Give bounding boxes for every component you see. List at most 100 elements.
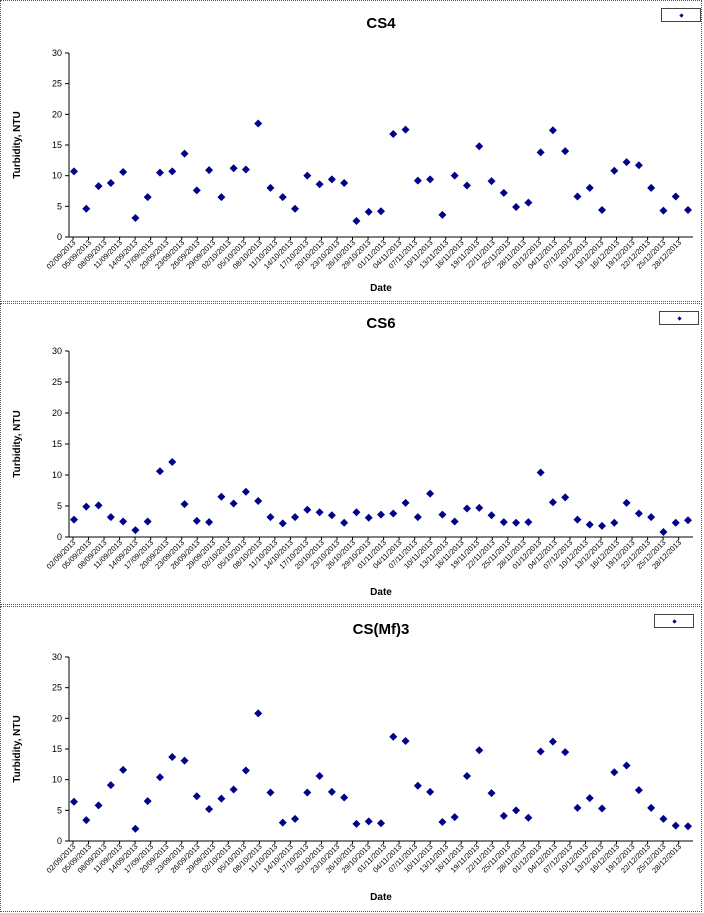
- data-point: [450, 171, 459, 180]
- data-point: [155, 773, 164, 782]
- data-point: [340, 518, 349, 527]
- data-point: [155, 168, 164, 177]
- data-point: [561, 748, 570, 757]
- data-point: [364, 207, 373, 216]
- data-point: [155, 467, 164, 476]
- data-point: [303, 505, 312, 514]
- data-point: [512, 518, 521, 527]
- data-point: [180, 500, 189, 509]
- data-point: [94, 801, 103, 810]
- data-point: [426, 175, 435, 184]
- x-axis-label: Date: [370, 283, 392, 294]
- y-tick-label: 15: [52, 744, 62, 754]
- data-point: [168, 752, 177, 761]
- x-axis-label: Date: [370, 892, 392, 903]
- data-point: [266, 183, 275, 192]
- data-point: [70, 797, 78, 806]
- data-point: [254, 119, 263, 128]
- data-point: [229, 499, 238, 508]
- data-point: [106, 513, 115, 522]
- data-point: [622, 761, 631, 770]
- data-point: [659, 528, 668, 537]
- data-point: [131, 824, 140, 833]
- data-point: [303, 788, 312, 797]
- y-tick-label: 30: [52, 346, 62, 356]
- data-point: [377, 819, 385, 828]
- data-point: [70, 167, 78, 176]
- data-point: [291, 513, 300, 522]
- data-point: [499, 188, 508, 197]
- data-point: [659, 206, 668, 215]
- data-point: [143, 193, 152, 202]
- data-point: [168, 167, 177, 176]
- data-point: [634, 161, 643, 170]
- y-tick-label: 10: [52, 470, 62, 480]
- data-point: [684, 206, 692, 215]
- chart-title: CS4: [366, 15, 396, 32]
- data-point: [278, 818, 287, 827]
- data-point: [217, 794, 226, 803]
- data-point: [205, 166, 214, 175]
- data-point: [561, 493, 570, 502]
- data-point: [192, 792, 201, 801]
- data-point: [266, 513, 275, 522]
- data-point: [413, 176, 422, 185]
- data-point: [340, 179, 349, 188]
- legend-box: [661, 8, 701, 22]
- data-point: [364, 817, 373, 826]
- data-point: [217, 193, 226, 202]
- data-point: [475, 142, 484, 151]
- data-point: [426, 489, 435, 498]
- data-point: [377, 207, 385, 216]
- data-point: [119, 517, 128, 526]
- data-point: [266, 788, 275, 797]
- data-point: [475, 746, 484, 755]
- data-point: [536, 468, 545, 477]
- data-point: [70, 515, 78, 524]
- data-point: [585, 794, 594, 803]
- data-point: [205, 805, 214, 814]
- data-point: [106, 179, 115, 188]
- y-tick-label: 30: [52, 48, 62, 58]
- data-point: [647, 513, 656, 522]
- data-point: [462, 504, 471, 513]
- data-point: [401, 737, 410, 746]
- legend-marker-icon: [676, 315, 682, 321]
- y-tick-label: 10: [52, 775, 62, 785]
- data-point: [524, 518, 533, 527]
- data-point: [598, 521, 607, 530]
- data-point: [573, 515, 582, 524]
- data-point: [548, 737, 557, 746]
- data-point: [573, 192, 582, 201]
- y-tick-label: 25: [52, 79, 62, 89]
- data-point: [487, 177, 496, 186]
- legend-box: [659, 311, 699, 325]
- data-point: [438, 817, 447, 826]
- x-axis-label: Date: [370, 587, 392, 598]
- data-point: [671, 192, 680, 201]
- data-point: [684, 516, 692, 525]
- data-point: [327, 175, 336, 184]
- data-point: [450, 517, 459, 526]
- legend-marker-icon: [678, 12, 684, 18]
- data-point: [401, 125, 410, 134]
- data-point: [389, 509, 398, 518]
- data-point: [229, 785, 238, 794]
- y-tick-label: 20: [52, 109, 62, 119]
- data-point: [241, 766, 250, 775]
- data-point: [438, 210, 447, 219]
- data-point: [131, 213, 140, 222]
- data-point: [462, 771, 471, 780]
- data-point: [82, 204, 91, 213]
- data-point: [438, 510, 447, 519]
- data-point: [180, 149, 189, 158]
- y-tick-label: 20: [52, 408, 62, 418]
- data-point: [82, 816, 91, 825]
- data-point: [610, 768, 619, 777]
- data-point: [389, 129, 398, 138]
- data-point: [119, 167, 128, 176]
- data-point: [647, 803, 656, 812]
- data-point: [548, 498, 557, 507]
